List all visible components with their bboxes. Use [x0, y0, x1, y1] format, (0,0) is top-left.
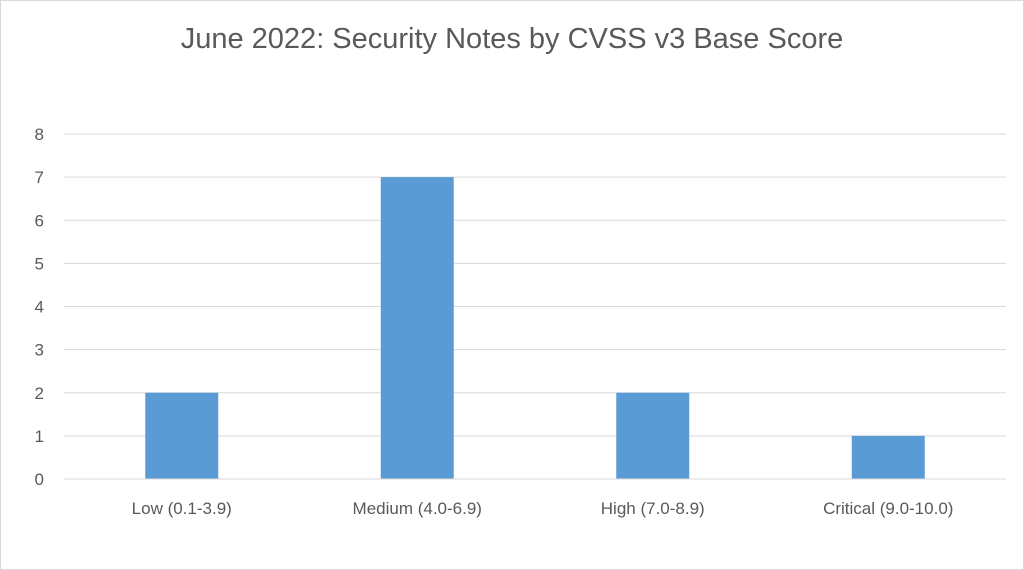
bar-layer	[64, 177, 1006, 480]
y-tick-label: 1	[35, 427, 44, 446]
y-tick-label: 5	[35, 254, 44, 273]
y-tick-label: 3	[35, 341, 44, 360]
y-tick-label: 8	[35, 125, 44, 144]
x-category-label: High (7.0-8.9)	[601, 499, 705, 518]
chart-title: June 2022: Security Notes by CVSS v3 Bas…	[180, 23, 844, 55]
bar-1	[380, 177, 454, 479]
bar-2	[616, 392, 690, 479]
y-tick-label: 2	[35, 384, 44, 403]
x-category-label: Medium (4.0-6.9)	[353, 499, 482, 518]
y-tick-label: 7	[35, 168, 44, 187]
bar-3	[851, 435, 925, 479]
x-category-label: Critical (9.0-10.0)	[823, 499, 953, 518]
bar-0	[145, 392, 219, 479]
y-tick-label: 4	[35, 298, 44, 317]
y-tick-label: 6	[35, 211, 44, 230]
y-tick-label: 0	[35, 470, 44, 489]
x-category-label: Low (0.1-3.9)	[132, 499, 232, 518]
label-layer: 0 1 2 3 4 5 6 7 8 Low (0.1-3.9) Medium (4.0-6.9) Hi…	[35, 125, 954, 518]
